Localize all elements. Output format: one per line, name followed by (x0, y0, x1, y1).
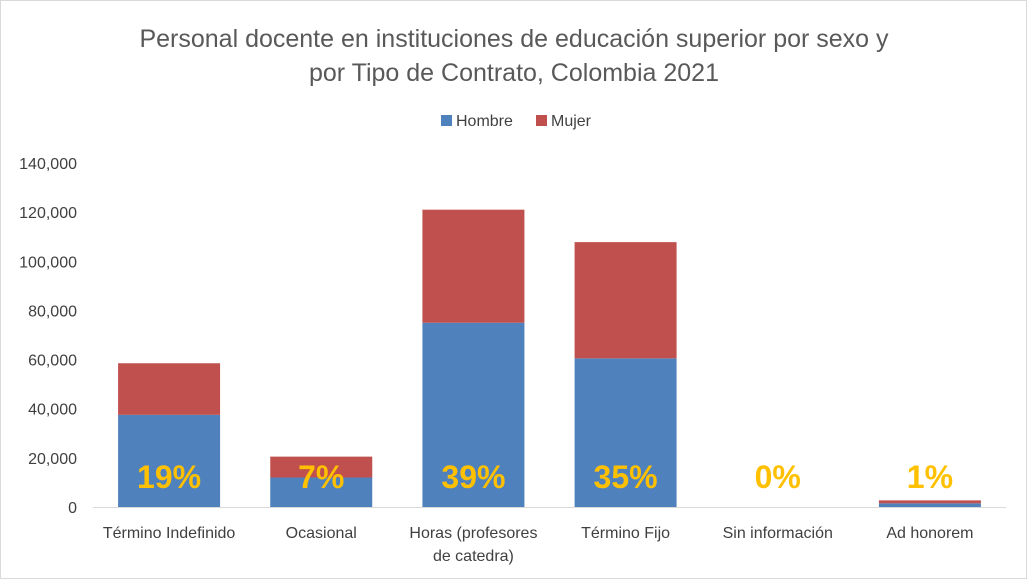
bar-hombre (118, 414, 221, 507)
percent-label: 35% (594, 459, 658, 495)
bar-mujer (118, 363, 221, 415)
y-tick-label: 100,000 (19, 254, 77, 271)
y-tick-label: 120,000 (19, 205, 77, 222)
x-axis: Término Indefinido Ocasional Horas (profes… (93, 507, 1006, 565)
bar-mujer (878, 500, 981, 504)
legend: Hombre Mujer (441, 113, 592, 130)
bars (118, 209, 981, 507)
y-tick-label: 0 (68, 500, 77, 517)
bar-hombre (878, 503, 981, 507)
bar-mujer (574, 242, 677, 359)
percent-label: 1% (907, 459, 953, 495)
x-category-label: Término Fijo (581, 525, 670, 542)
legend-swatch-hombre (441, 115, 452, 126)
bar-hombre (422, 322, 525, 507)
x-category-label: de catedra) (433, 548, 514, 565)
y-tick-label: 40,000 (28, 402, 77, 419)
percent-label: 39% (441, 459, 505, 495)
chart-title-line-2: por Tipo de Contrato, Colombia 2021 (309, 59, 719, 87)
x-category-label: Ocasional (286, 525, 357, 542)
legend-label-hombre: Hombre (456, 113, 513, 130)
chart-title: Personal docente en instituciones de edu… (139, 25, 889, 87)
y-tick-label: 60,000 (28, 353, 77, 370)
x-category-label: Ad honorem (886, 525, 973, 542)
bar-hombre (574, 358, 677, 507)
bar-mujer (422, 209, 525, 323)
percent-labels: 19% 7% 39% 35% 0% 1% (137, 459, 953, 495)
y-axis: 0 20,000 40,000 60,000 80,000 100,000 120,000 1… (19, 156, 77, 517)
x-category-label: Horas (profesores (409, 525, 537, 542)
percent-label: 0% (755, 459, 801, 495)
legend-swatch-mujer (536, 115, 547, 126)
y-tick-label: 80,000 (28, 303, 77, 320)
y-tick-label: 140,000 (19, 156, 77, 173)
bar-hombre (270, 477, 373, 507)
percent-label: 7% (298, 459, 344, 495)
legend-label-mujer: Mujer (551, 113, 592, 130)
percent-label: 19% (137, 459, 201, 495)
x-category-label: Sin información (723, 525, 833, 542)
chart-title-line-1: Personal docente en instituciones de edu… (139, 25, 889, 53)
y-tick-label: 20,000 (28, 451, 77, 468)
bar-mujer (270, 456, 373, 478)
x-category-label: Término Indefinido (103, 525, 236, 542)
